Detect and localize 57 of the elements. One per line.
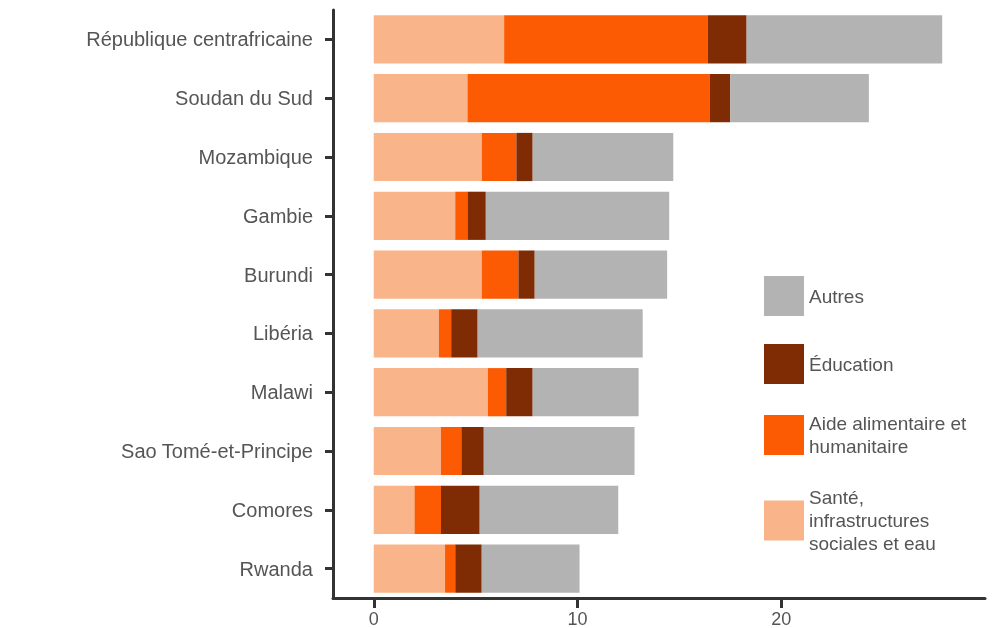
bar [532,368,639,417]
y-tick-label: République centrafricaine [86,28,313,51]
y-tick-label: Sao Tomé-et-Principe [121,440,313,462]
legend-label: Autres [809,285,864,307]
bar [373,485,415,534]
bar [445,544,456,593]
y-tick-label: Mozambique [198,146,313,168]
y-tick-label: Rwanda [239,557,314,580]
bar [483,426,635,476]
bar [373,544,446,593]
bar [373,309,439,358]
x-tick-label: 20 [771,609,792,628]
bar [534,250,668,299]
bar [438,309,452,358]
bar [479,485,619,534]
y-tick-label: Libéria [252,322,314,345]
bar [506,368,533,417]
x-tick-label: 0 [368,609,379,628]
bar [481,544,580,593]
y-tick-label: Malawi [250,381,313,404]
bar [373,426,441,476]
bar [481,250,519,299]
x-tick-label: 10 [567,609,588,628]
bar [455,544,482,593]
bar [373,15,505,64]
y-tick-label: Comores [231,498,313,521]
bar [461,426,484,476]
y-tick-label: Soudan du Sud [175,87,313,110]
bar [730,74,869,123]
bar [373,368,488,417]
bar [707,15,747,64]
bar [373,191,456,240]
legend-label: Santé, infrastructures sociales et eau [809,487,936,554]
bar [373,250,482,299]
bar [440,485,480,534]
bar [481,132,517,182]
bar [516,132,533,182]
bar [451,309,478,358]
bar [467,191,486,240]
bar [518,250,535,299]
bar [477,309,643,358]
y-tick-label: Burundi [244,263,313,286]
y-tick-label: Gambie [242,204,313,227]
bar [746,15,943,64]
bar [440,426,462,476]
legend-label: Éducation [809,353,894,375]
bar [373,74,468,123]
bar [373,132,482,182]
bar [532,132,674,182]
bar [485,191,670,240]
bar [487,368,507,417]
bar [467,74,710,123]
bar [414,485,441,534]
bar [455,191,468,240]
legend-label: Aide alimentaire et humanitaire [809,413,972,457]
bar [709,74,731,123]
bar [504,15,708,64]
